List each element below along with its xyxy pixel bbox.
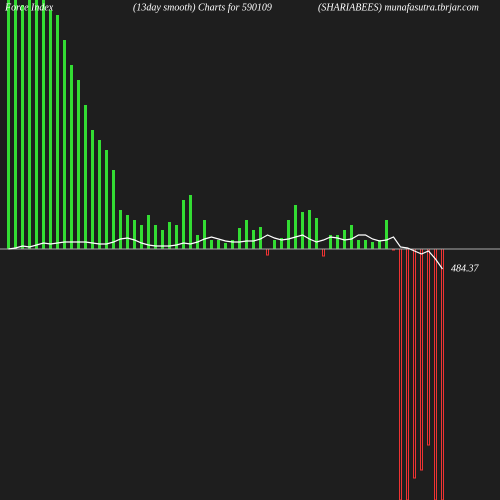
bar (420, 248, 423, 471)
bar (126, 215, 129, 249)
bar (287, 220, 290, 249)
bar (245, 220, 248, 249)
indicator-title: Force Index (4, 2, 54, 13)
bar (21, 5, 24, 249)
plot (7, 0, 444, 500)
source-title: (SHARIABEES) munafasutra.tbrjar.com (318, 2, 479, 13)
bar (133, 220, 136, 249)
bar (63, 40, 66, 249)
bar (399, 248, 402, 500)
bar (329, 235, 332, 249)
bar (378, 240, 381, 249)
bar (119, 210, 122, 249)
bar (231, 240, 234, 249)
bar (56, 15, 59, 249)
bar (14, 0, 17, 249)
bar (70, 65, 73, 249)
bar (322, 248, 325, 257)
bar (140, 225, 143, 249)
bar (105, 150, 108, 249)
bar (35, 0, 38, 249)
bar (434, 248, 437, 500)
bar (280, 238, 283, 249)
bar (259, 227, 262, 249)
bar (175, 225, 178, 249)
bar (112, 170, 115, 249)
bar (406, 248, 409, 500)
bar (98, 140, 101, 249)
bar (315, 218, 318, 249)
bar (385, 220, 388, 249)
chart-title: (13day smooth) Charts for 590109 (133, 2, 272, 13)
bar (294, 205, 297, 249)
bar (364, 240, 367, 249)
bar (427, 248, 430, 446)
bar (84, 105, 87, 249)
bar (161, 230, 164, 249)
bar (308, 210, 311, 249)
line-label: 484.37 (451, 263, 480, 274)
bar (182, 200, 185, 249)
bar (189, 195, 192, 249)
bar (441, 248, 444, 500)
bar (224, 243, 227, 249)
bar (336, 235, 339, 249)
bar (371, 242, 374, 249)
bar (49, 10, 52, 249)
bar (301, 212, 304, 249)
bar (350, 225, 353, 249)
bar (147, 215, 150, 249)
bar (273, 240, 276, 249)
bar (42, 0, 45, 249)
bar (77, 80, 80, 249)
overlay (8, 234, 443, 270)
bar (252, 230, 255, 249)
smooth-line (8, 234, 443, 270)
bar (266, 248, 269, 256)
bar (28, 0, 31, 249)
bar (154, 225, 157, 249)
bar (203, 220, 206, 249)
bar (357, 240, 360, 249)
bar (217, 240, 220, 249)
bar (7, 0, 10, 249)
bar (238, 228, 241, 249)
bar (168, 222, 171, 249)
bar (413, 248, 416, 479)
bar (91, 130, 94, 249)
bar (210, 240, 213, 249)
